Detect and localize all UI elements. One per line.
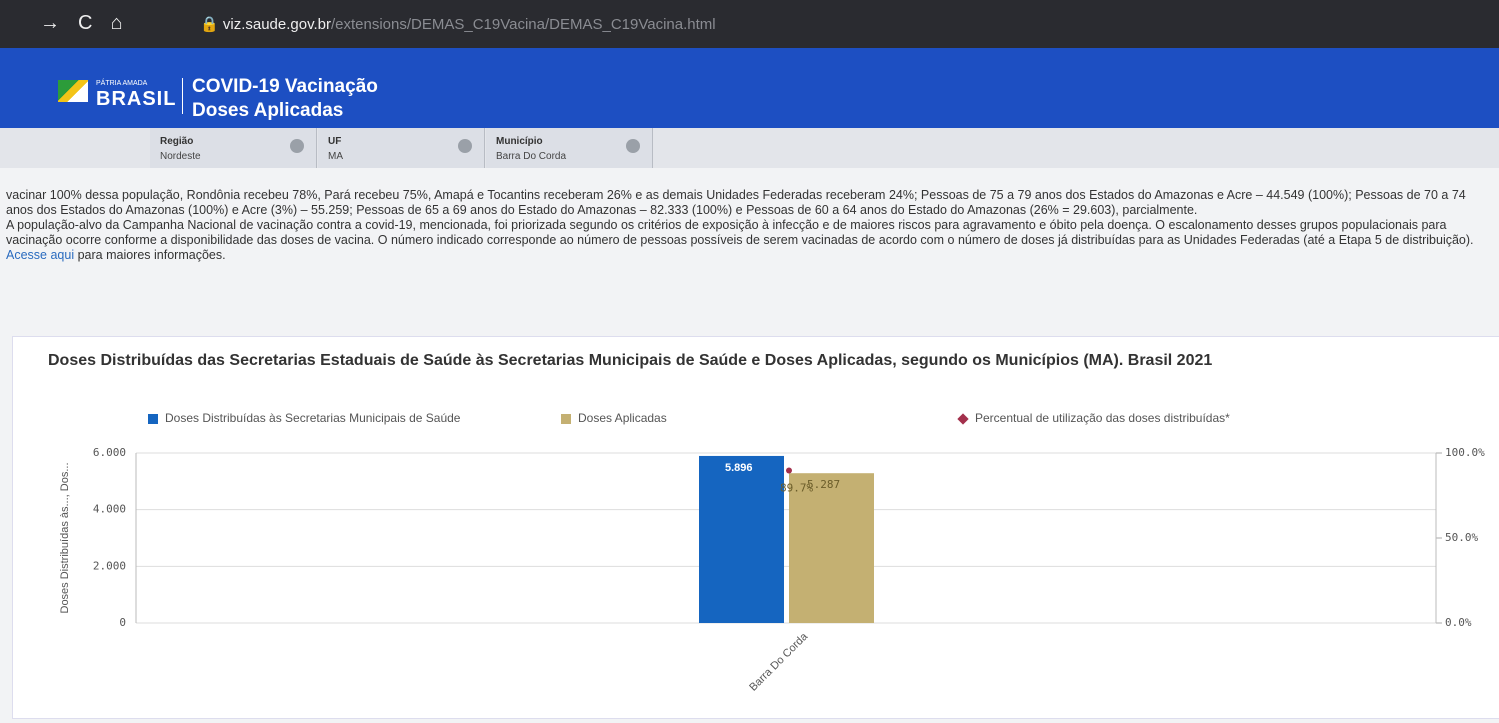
filter-label: Município [496,136,543,147]
y-tick-label: 2.000 [93,559,126,572]
filter-label: UF [328,136,341,147]
subtitle: Doses Aplicadas [192,100,343,122]
y2-tick-label: 0.0% [1445,616,1472,629]
legend-label: Doses Aplicadas [578,411,667,425]
paragraph: vacinar 100% dessa população, Rondônia r… [6,188,1494,218]
browser-bar: →C⌂ 🔒 viz.saude.gov.br/extensions/DEMAS_… [0,0,1499,48]
logo-flag [58,80,88,102]
paragraph: A população-alvo da Campanha Nacional de… [6,218,1494,248]
legend-marker [148,414,158,424]
clear-button[interactable] [626,139,640,153]
legend-marker [561,414,571,424]
clear-button[interactable] [458,139,472,153]
value-label: 5.896 [725,462,753,474]
logo-text: BRASIL [96,88,176,111]
y-tick-label: 4.000 [93,503,126,516]
y-axis-label: Doses Distribuídas às..., Dos... [59,463,71,614]
link[interactable]: Acesse aqui [6,248,74,262]
chart-title: Doses Distribuídas das Secretarias Estad… [48,352,1212,369]
x-tick-label: Barra Do Corda [747,630,811,694]
title: COVID-19 Vacinação [192,76,378,98]
url-host: viz.saude.gov.br [223,16,331,33]
chart-card: Doses Distribuídas das Secretarias Estad… [12,336,1499,719]
filter[interactable]: Município Barra Do Corda [486,128,653,168]
separator [182,78,183,114]
url[interactable]: 🔒 viz.saude.gov.br/extensions/DEMAS_C19V… [200,15,716,33]
page: →C⌂ 🔒 viz.saude.gov.br/extensions/DEMAS_… [0,0,1499,717]
url-path: /extensions/DEMAS_C19Vacina/DEMAS_C19Vac… [331,16,716,33]
link-rest: para maiores informações. [78,248,226,262]
filter-value: MA [328,151,343,162]
point [786,468,792,474]
filter[interactable]: UF MA [318,128,485,168]
legend-marker [957,413,968,424]
nav-buttons[interactable]: →C⌂ [40,12,141,35]
y2-tick-label: 100.0% [1445,446,1485,459]
legend-label: Doses Distribuídas às Secretarias Munici… [165,411,461,425]
value-label: 89.7% [780,482,813,495]
link-line: Acesse aqui para maiores informações. [6,248,1494,263]
y2-tick-label: 50.0% [1445,531,1478,544]
filter[interactable]: Região Nordeste [150,128,317,168]
bar [699,456,784,623]
y-tick-label: 6.000 [93,446,126,459]
info-text: vacinar 100% dessa população, Rondônia r… [6,188,1494,318]
logo-small: PÁTRIA AMADA [96,80,147,87]
filter-label: Região [160,136,193,147]
filter-bar: Região Nordeste UF MA Município Barra Do Cord… [0,128,1499,168]
chart: Doses Distribuídas das Secretarias Estad… [13,337,1499,718]
filter-value: Nordeste [160,151,201,162]
clear-button[interactable] [290,139,304,153]
y-tick-label: 0 [119,616,126,629]
header: PÁTRIA AMADA BRASIL COVID-19 Vacinação D… [0,48,1499,128]
bar [789,473,874,623]
filter-value: Barra Do Corda [496,151,566,162]
legend-label: Percentual de utilização das doses distr… [975,411,1230,425]
